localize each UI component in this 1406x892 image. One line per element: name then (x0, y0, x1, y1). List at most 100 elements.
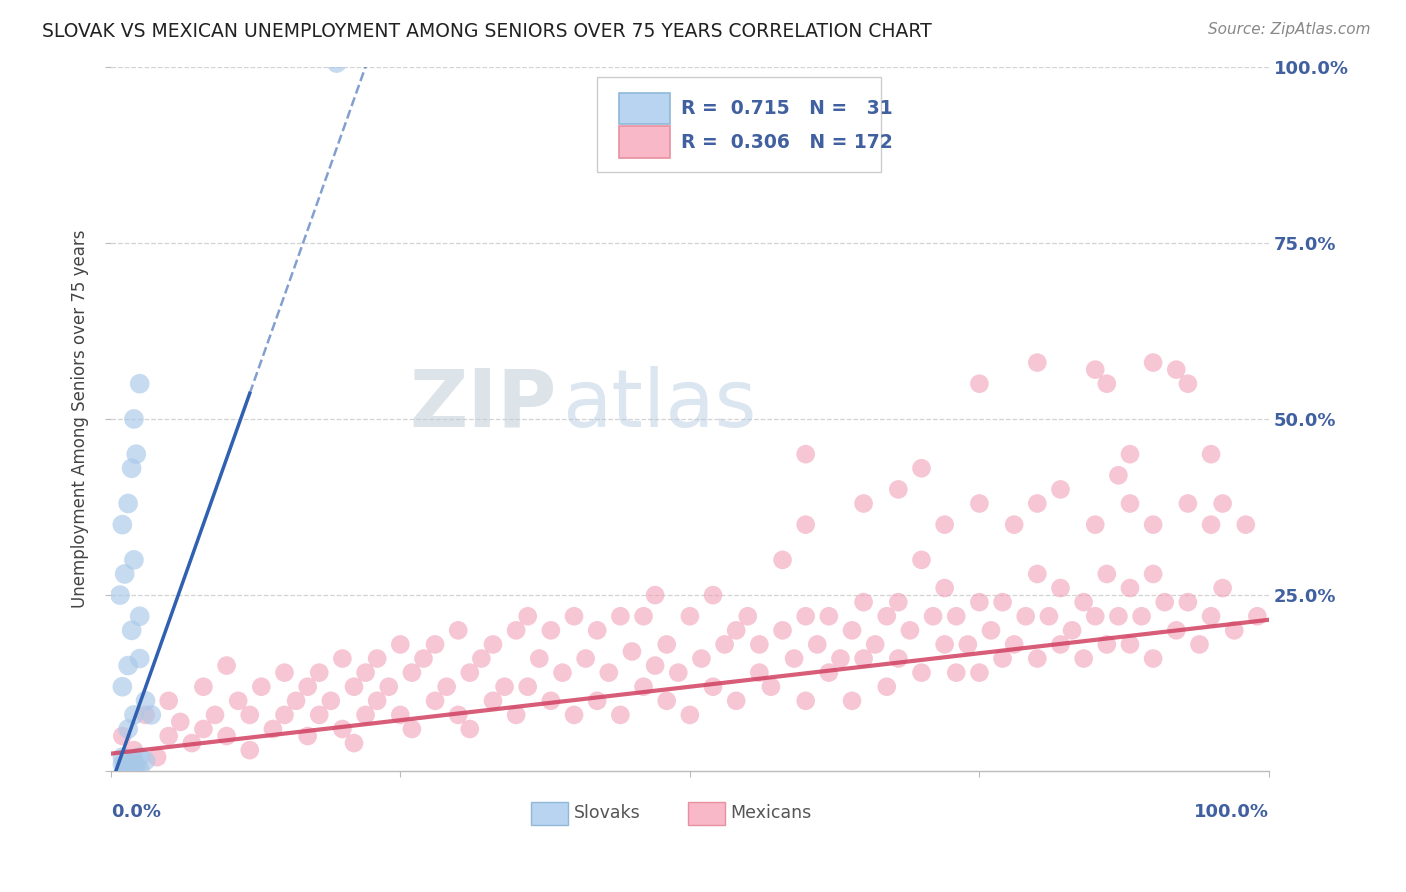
Point (794, 517, 817, 532)
Point (863, 637, 886, 651)
Point (633, 680, 655, 694)
Point (141, 707, 163, 722)
Point (128, 651, 150, 665)
Point (562, 609, 585, 624)
FancyBboxPatch shape (619, 93, 671, 124)
Point (1060, 624, 1083, 638)
Point (319, 694, 342, 708)
Point (620, 644, 643, 658)
Point (1199, 609, 1222, 624)
Point (1166, 624, 1188, 638)
Point (204, 707, 226, 722)
Point (1015, 609, 1038, 624)
Point (117, 722, 139, 736)
Point (1038, 609, 1060, 624)
Point (1026, 651, 1049, 665)
Point (540, 694, 562, 708)
Point (436, 680, 458, 694)
Point (273, 665, 295, 680)
Point (934, 517, 956, 532)
Point (401, 722, 423, 736)
Point (818, 609, 841, 624)
Point (887, 595, 910, 609)
Text: R =  0.715   N =   31: R = 0.715 N = 31 (681, 99, 893, 118)
Point (482, 694, 505, 708)
Point (128, 609, 150, 624)
Point (1119, 581, 1142, 595)
Point (121, 624, 143, 638)
Point (898, 624, 921, 638)
Point (655, 694, 678, 708)
Point (1142, 517, 1164, 532)
Point (1095, 376, 1118, 391)
Point (922, 609, 945, 624)
Text: Slovaks: Slovaks (574, 804, 641, 822)
Point (1153, 595, 1175, 609)
Point (117, 496, 139, 510)
Point (1026, 355, 1049, 369)
Point (1049, 637, 1071, 651)
Point (956, 637, 979, 651)
Point (1026, 496, 1049, 510)
Point (1095, 637, 1118, 651)
Point (887, 651, 910, 665)
Point (644, 588, 666, 602)
Point (969, 595, 991, 609)
Point (1177, 376, 1199, 391)
Point (969, 665, 991, 680)
Point (713, 637, 735, 651)
Point (1002, 637, 1025, 651)
Point (1073, 651, 1095, 665)
Point (679, 609, 702, 624)
Point (262, 722, 284, 736)
Point (389, 637, 412, 651)
Point (117, 762, 139, 776)
Point (215, 729, 238, 743)
Point (1199, 447, 1222, 461)
Point (354, 707, 377, 722)
Point (1107, 468, 1129, 483)
Point (146, 750, 169, 764)
Point (470, 651, 492, 665)
Point (1212, 581, 1234, 595)
Point (1119, 496, 1142, 510)
Point (725, 694, 748, 708)
Point (285, 694, 308, 708)
Point (366, 694, 388, 708)
Point (1049, 581, 1071, 595)
Point (1177, 496, 1199, 510)
Point (633, 609, 655, 624)
Point (910, 553, 932, 567)
Point (193, 722, 215, 736)
Point (121, 461, 143, 475)
Point (679, 707, 702, 722)
Point (215, 658, 238, 673)
Point (1188, 637, 1211, 651)
Point (122, 761, 145, 775)
Point (841, 624, 863, 638)
Text: SLOVAK VS MEXICAN UNEMPLOYMENT AMONG SENIORS OVER 75 YEARS CORRELATION CHART: SLOVAK VS MEXICAN UNEMPLOYMENT AMONG SEN… (42, 22, 932, 41)
Point (1107, 609, 1129, 624)
Point (114, 758, 136, 772)
Point (366, 651, 388, 665)
Point (122, 553, 145, 567)
Point (389, 707, 412, 722)
Point (332, 651, 354, 665)
Point (111, 680, 134, 694)
Point (111, 729, 134, 743)
Point (1002, 517, 1025, 532)
Point (122, 743, 145, 757)
Point (934, 581, 956, 595)
Point (945, 665, 967, 680)
Point (725, 624, 748, 638)
Point (122, 754, 145, 768)
Point (250, 680, 273, 694)
Point (945, 609, 967, 624)
Point (134, 707, 156, 722)
Point (852, 595, 875, 609)
Point (969, 376, 991, 391)
Point (157, 694, 180, 708)
Point (980, 624, 1002, 638)
Text: atlas: atlas (562, 366, 756, 444)
Point (586, 694, 609, 708)
